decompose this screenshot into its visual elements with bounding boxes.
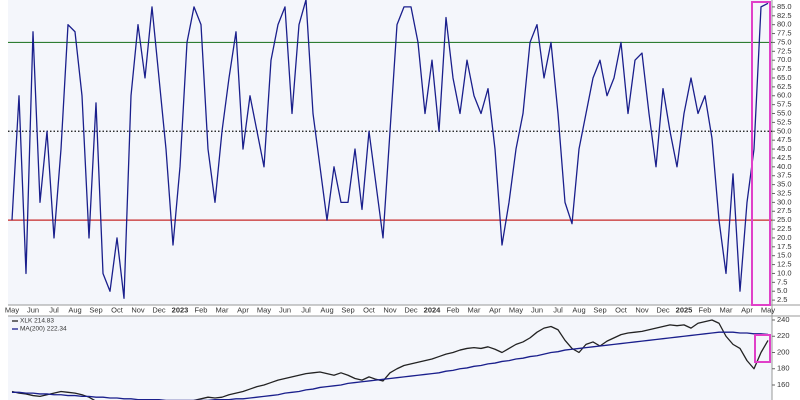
y-tick-label: 47.5 [777, 135, 792, 144]
x-tick-label: Apr [489, 305, 501, 314]
y-tick-label: 52.5 [777, 117, 792, 126]
y-tick-label: 10.0 [777, 268, 792, 277]
y-tick-label: 77.5 [777, 29, 792, 38]
y-tick-label: 180 [777, 364, 790, 373]
series-line [11, 0, 769, 299]
y-tick-label: 30.0 [777, 197, 792, 206]
y-tick-label: 200 [777, 347, 790, 356]
x-tick-label: Mar [468, 305, 481, 314]
y-tick-label: 70.0 [777, 55, 792, 64]
x-tick-label: Jul [49, 305, 59, 314]
y-tick-label: 35.0 [777, 180, 792, 189]
x-tick-label: Feb [447, 305, 460, 314]
y-tick-label: 45.0 [777, 144, 792, 153]
x-tick-label: Jun [279, 305, 291, 314]
x-tick-label: Aug [68, 305, 81, 314]
x-tick-label: 2024 [424, 305, 442, 314]
x-tick-label: Nov [383, 305, 397, 314]
y-tick-label: 160 [777, 380, 790, 389]
y-tick-label: 80.0 [777, 20, 792, 29]
y-tick-label: 42.5 [777, 153, 792, 162]
x-tick-label: Nov [131, 305, 145, 314]
y-tick-label: 220 [777, 331, 790, 340]
x-tick-label: May [5, 305, 19, 314]
highlight-box [751, 1, 771, 306]
x-tick-label: May [257, 305, 271, 314]
legend-label: XLK 214.83 [20, 318, 54, 325]
highlight-box [754, 334, 771, 363]
series-line [11, 319, 769, 400]
y-tick-label: 17.5 [777, 242, 792, 251]
y-tick-label: 82.5 [777, 11, 792, 20]
y-tick-label: 60.0 [777, 91, 792, 100]
y-tick-label: 22.5 [777, 224, 792, 233]
x-tick-label: 2023 [172, 305, 189, 314]
x-tick-label: Sep [89, 305, 102, 314]
x-tick-label: Aug [320, 305, 333, 314]
y-tick-label: 20.0 [777, 233, 792, 242]
x-tick-label: Jun [27, 305, 39, 314]
x-tick-label: Sep [341, 305, 354, 314]
x-tick-label: Jul [301, 305, 311, 314]
y-tick-label: 5.0 [777, 286, 787, 295]
x-tick-label: May [509, 305, 523, 314]
x-tick-label: Apr [237, 305, 249, 314]
x-tick-label: Dec [656, 305, 670, 314]
axes: May Jun Jul Aug Sep Oct Nov Dec 2023 Feb Mar Apr May… [5, 2, 792, 389]
x-tick-label: Jul [553, 305, 563, 314]
y-tick-label: 2.5 [777, 295, 787, 304]
x-tick-label: Sep [593, 305, 606, 314]
x-tick-label: May [761, 305, 775, 314]
y-tick-label: 50.0 [777, 126, 792, 135]
y-tick-label: 40.0 [777, 162, 792, 171]
y-tick-label: 240 [777, 315, 790, 324]
y-tick-label: 55.0 [777, 108, 792, 117]
x-tick-label: Feb [699, 305, 712, 314]
x-tick-label: Oct [111, 305, 124, 314]
x-tick-label: Oct [615, 305, 628, 314]
y-tick-label: 75.0 [777, 37, 792, 46]
legend-label: MA(200) 222.34 [20, 326, 67, 333]
x-tick-label: Feb [195, 305, 208, 314]
y-tick-label: 32.5 [777, 188, 792, 197]
x-tick-label: Dec [152, 305, 166, 314]
y-tick-label: 12.5 [777, 260, 792, 269]
x-tick-label: Oct [363, 305, 376, 314]
y-tick-label: 27.5 [777, 206, 792, 215]
x-tick-label: Mar [216, 305, 229, 314]
x-tick-label: Jun [531, 305, 543, 314]
x-tick-label: Nov [635, 305, 649, 314]
x-tick-label: Mar [720, 305, 733, 314]
y-tick-label: 62.5 [777, 82, 792, 91]
bottom-panel [8, 316, 772, 400]
y-tick-label: 25.0 [777, 215, 792, 224]
y-tick-label: 57.5 [777, 100, 792, 109]
y-tick-label: 65.0 [777, 73, 792, 82]
top-plot [8, 0, 772, 299]
y-tick-label: 15.0 [777, 251, 792, 260]
x-tick-label: Dec [404, 305, 418, 314]
x-tick-label: Apr [741, 305, 753, 314]
y-tick-label: 7.5 [777, 277, 787, 286]
x-tick-label: Aug [572, 305, 585, 314]
y-tick-label: 72.5 [777, 46, 792, 55]
y-tick-label: 37.5 [777, 171, 792, 180]
x-tick-label: 2025 [676, 305, 693, 314]
y-tick-label: 85.0 [777, 2, 792, 11]
y-tick-label: 67.5 [777, 64, 792, 73]
